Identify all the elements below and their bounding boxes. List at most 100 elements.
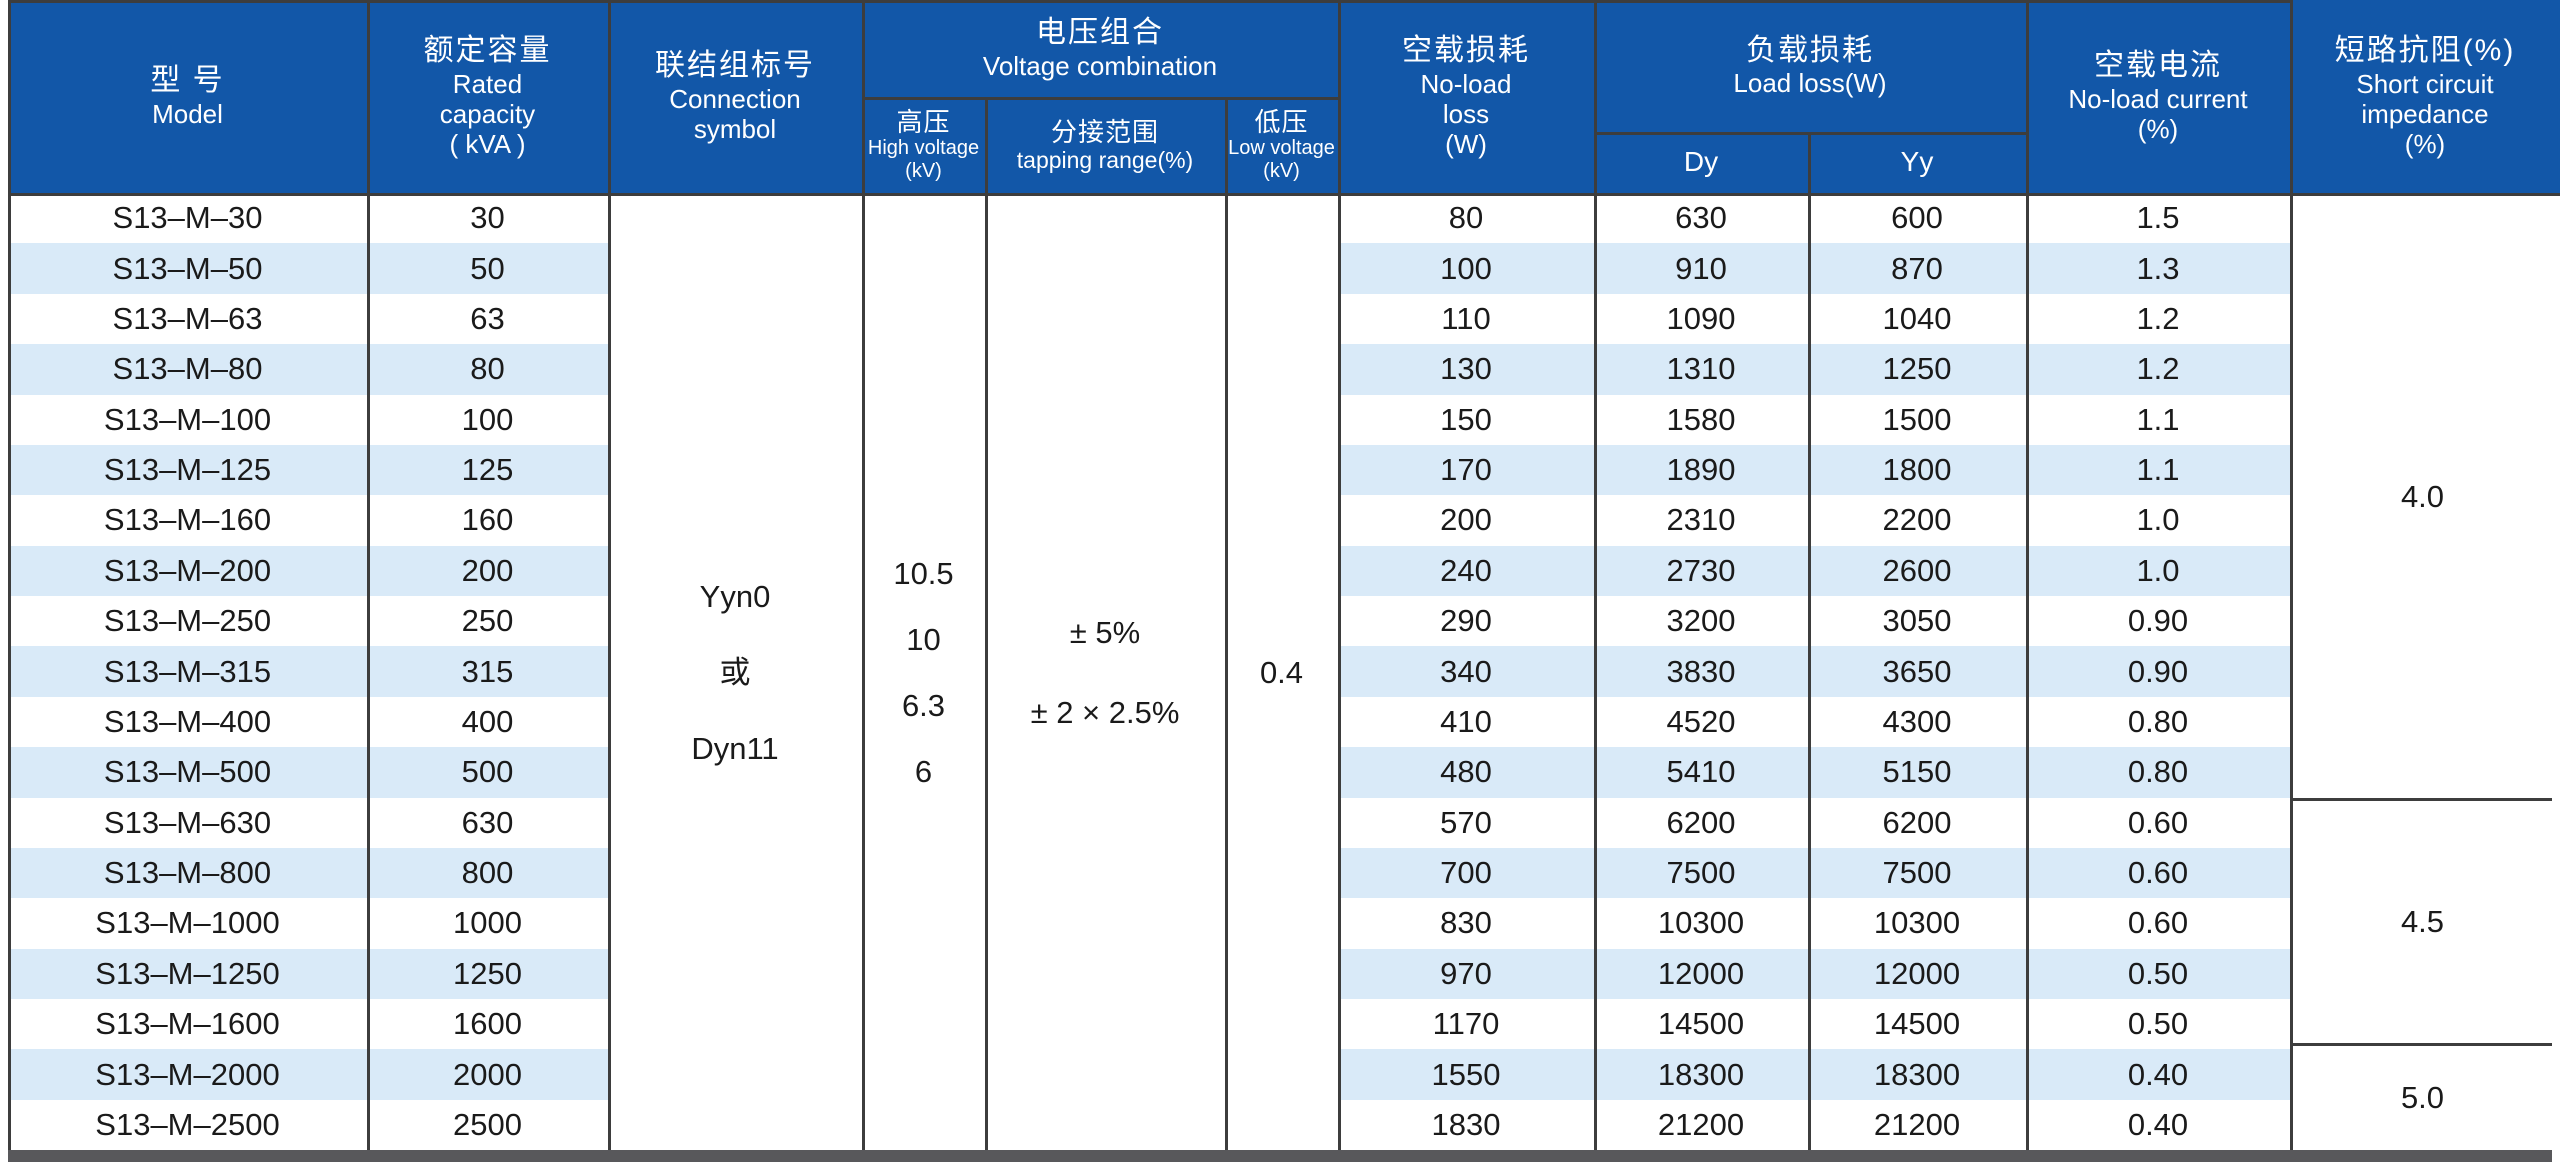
yy-cell: 5150	[1882, 754, 1952, 790]
table-row: S13–M–2000 2000 1550 18300 18300 0.40	[8, 1049, 2552, 1100]
tapping-range-merged-cell: ± 5% ± 2 × 2.5%	[988, 196, 1222, 1150]
header-noloadloss-en-2: loss	[1442, 98, 1490, 129]
connection-value-line: 或	[719, 655, 751, 690]
no-load-loss-cell: 1830	[1431, 1106, 1501, 1142]
header-voltage-combination: 电压组合 Voltage combination	[862, 0, 1338, 97]
header-voltage-zh: 电压组合	[1036, 16, 1164, 50]
model-cell: S13–M–315	[103, 653, 272, 689]
header-noloadloss-zh: 空载损耗	[1402, 33, 1530, 67]
capacity-cell: 400	[461, 703, 514, 739]
yy-cell: 14500	[1873, 1006, 1961, 1042]
header-load-loss-yy: Yy	[1808, 132, 2026, 193]
no-load-loss-cell: 1170	[1432, 1006, 1500, 1042]
capacity-cell: 1250	[453, 955, 522, 991]
impedance-value: 4.0	[2400, 479, 2445, 514]
yy-cell: 3050	[1882, 603, 1952, 639]
yy-cell: 600	[1891, 200, 1943, 236]
dy-cell: 630	[1675, 200, 1727, 236]
dy-cell: 12000	[1657, 955, 1745, 991]
capacity-cell: 630	[461, 804, 514, 840]
header-model-en: Model	[152, 98, 223, 129]
no-load-current-cell: 1.2	[2136, 300, 2180, 336]
dy-cell: 2310	[1666, 502, 1736, 538]
header-connection-en-2: symbol	[693, 113, 777, 144]
header-impedance-en-2: impedance	[2361, 98, 2489, 129]
yy-cell: 1040	[1882, 300, 1952, 336]
no-load-current-cell: 1.2	[2136, 351, 2180, 387]
no-load-loss-cell: 240	[1440, 552, 1492, 588]
table-row: S13–M–2500 2500 1830 21200 21200 0.40	[8, 1100, 2552, 1150]
header-lv-en-2: (kV)	[1263, 160, 1300, 183]
header-no-load-current: 空载电流 No-load current (%)	[2026, 0, 2290, 193]
column-divider	[1338, 0, 1341, 1150]
table-row: S13–M–160 160 200 2310 2200 1.0	[8, 495, 2552, 545]
header-tap-zh: 分接范围	[1050, 116, 1159, 147]
yy-cell: 3650	[1882, 653, 1952, 689]
row-stripe-left	[8, 646, 608, 697]
row-stripe-left	[8, 444, 608, 496]
model-cell: S13–M–200	[103, 552, 272, 588]
no-load-current-cell: 0.60	[2127, 804, 2189, 840]
no-load-loss-cell: 80	[1448, 200, 1484, 236]
column-divider	[2026, 0, 2029, 1150]
no-load-current-cell: 0.60	[2127, 855, 2189, 891]
model-cell: S13–M–1000	[95, 905, 280, 941]
yy-cell: 4300	[1882, 703, 1952, 739]
dy-cell: 3830	[1666, 653, 1736, 689]
no-load-loss-cell: 1550	[1431, 1056, 1501, 1092]
no-load-current-cell: 0.80	[2127, 754, 2189, 790]
row-stripe-right	[1338, 847, 2290, 899]
row-stripe-left	[8, 847, 608, 899]
header-impedance-en-3: (%)	[2404, 128, 2446, 159]
yy-cell: 10300	[1873, 905, 1961, 941]
table-row: S13–M–30 30 80 630 600 1.5	[8, 193, 2552, 243]
no-load-loss-cell: 100	[1440, 250, 1492, 286]
column-divider	[862, 0, 865, 1150]
column-divider	[1808, 132, 1811, 1150]
model-cell: S13–M–630	[103, 804, 272, 840]
connection-value-line: Dyn11	[691, 731, 779, 766]
dy-cell: 1310	[1666, 351, 1736, 387]
header-connection-en-1: Connection	[669, 83, 801, 114]
yy-cell: 21200	[1873, 1106, 1961, 1142]
no-load-current-cell: 1.0	[2136, 502, 2180, 538]
impedance-value: 5.0	[2400, 1080, 2445, 1115]
no-load-loss-cell: 570	[1440, 804, 1492, 840]
row-stripe-right	[1338, 444, 2290, 496]
dy-cell: 3200	[1666, 603, 1736, 639]
table-row: S13–M–1000 1000 830 10300 10300 0.60	[8, 898, 2552, 948]
yy-cell: 7500	[1882, 855, 1952, 891]
header-lv-zh: 低压	[1254, 106, 1309, 137]
tapping-range-value: ± 5%	[1069, 615, 1141, 650]
impedance-group-cell: 4.5	[2293, 801, 2552, 1043]
row-stripe-left	[8, 344, 608, 395]
no-load-current-cell: 1.0	[2136, 552, 2180, 588]
no-load-current-cell: 1.5	[2136, 200, 2180, 236]
header-noloadloss-en-1: No-load	[1420, 68, 1512, 99]
impedance-group-divider	[2290, 1043, 2552, 1046]
dy-cell: 1890	[1666, 452, 1736, 488]
table-row: S13–M–800 800 700 7500 7500 0.60	[8, 847, 2552, 899]
no-load-current-cell: 0.50	[2127, 1006, 2189, 1042]
dy-cell: 10300	[1657, 905, 1745, 941]
header-yy-label: Yy	[1900, 146, 1934, 178]
tapping-range-value: ± 2 × 2.5%	[1030, 695, 1180, 730]
high-voltage-merged-cell: 10.5 10 6.3 6	[865, 196, 982, 1150]
capacity-cell: 500	[461, 754, 514, 790]
dy-cell: 21200	[1657, 1106, 1745, 1142]
impedance-group-cell: 5.0	[2293, 1046, 2552, 1150]
header-hv-en-1: High voltage	[867, 136, 980, 159]
header-impedance-zh: 短路抗阻(%)	[2334, 33, 2516, 67]
model-cell: S13–M–250	[103, 603, 272, 639]
impedance-group-cell: 4.0	[2293, 196, 2552, 798]
yy-cell: 2200	[1882, 502, 1952, 538]
model-cell: S13–M–2500	[95, 1106, 280, 1142]
model-cell: S13–M–50	[112, 250, 263, 286]
no-load-current-cell: 1.3	[2136, 250, 2180, 286]
model-cell: S13–M–160	[103, 502, 272, 538]
no-load-loss-cell: 340	[1440, 653, 1492, 689]
no-load-current-cell: 0.40	[2127, 1106, 2189, 1142]
table-header-background	[8, 0, 2560, 193]
header-tapping-range: 分接范围 tapping range(%)	[985, 97, 1225, 193]
table-body: S13–M–30 30 80 630 600 1.5 S13–M–50 50 100 910 87…	[8, 193, 2552, 1150]
